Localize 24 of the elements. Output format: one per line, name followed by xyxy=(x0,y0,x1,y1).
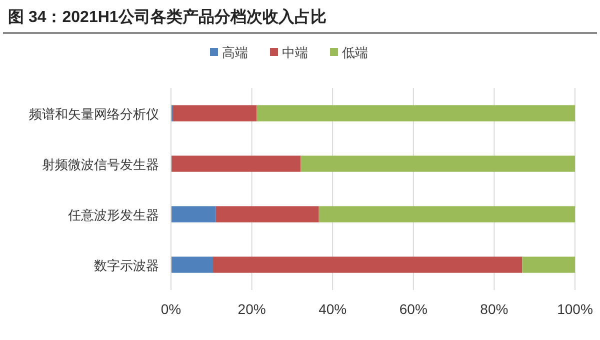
x-tick-label: 60% xyxy=(399,301,428,317)
x-tick-label: 0% xyxy=(160,301,182,317)
bar xyxy=(173,105,257,122)
bar xyxy=(216,206,319,222)
bar xyxy=(171,256,214,273)
bar xyxy=(522,256,575,273)
legend-label: 高端 xyxy=(222,45,248,60)
y-tick-label: 频谱和矢量网络分析仪 xyxy=(29,106,159,122)
x-tick-label: 80% xyxy=(480,301,508,317)
legend-label: 中端 xyxy=(282,45,308,60)
chart-title: 图 34：2021H1公司各类产品分档次收入占比 xyxy=(8,8,326,26)
y-tick-label: 任意波形发生器 xyxy=(67,207,159,222)
y-tick-label: 数字示波器 xyxy=(94,258,159,273)
x-tick-label: 20% xyxy=(238,301,266,317)
x-tick-label: 100% xyxy=(557,301,593,317)
bar xyxy=(300,156,575,172)
bar xyxy=(256,105,575,122)
y-tick-label: 射频微波信号发生器 xyxy=(42,156,159,172)
bar xyxy=(318,206,575,222)
x-tick-label: 40% xyxy=(318,301,347,317)
bar xyxy=(213,256,522,273)
bar xyxy=(171,206,216,222)
bar xyxy=(171,156,301,172)
legend-label: 低端 xyxy=(342,45,368,60)
